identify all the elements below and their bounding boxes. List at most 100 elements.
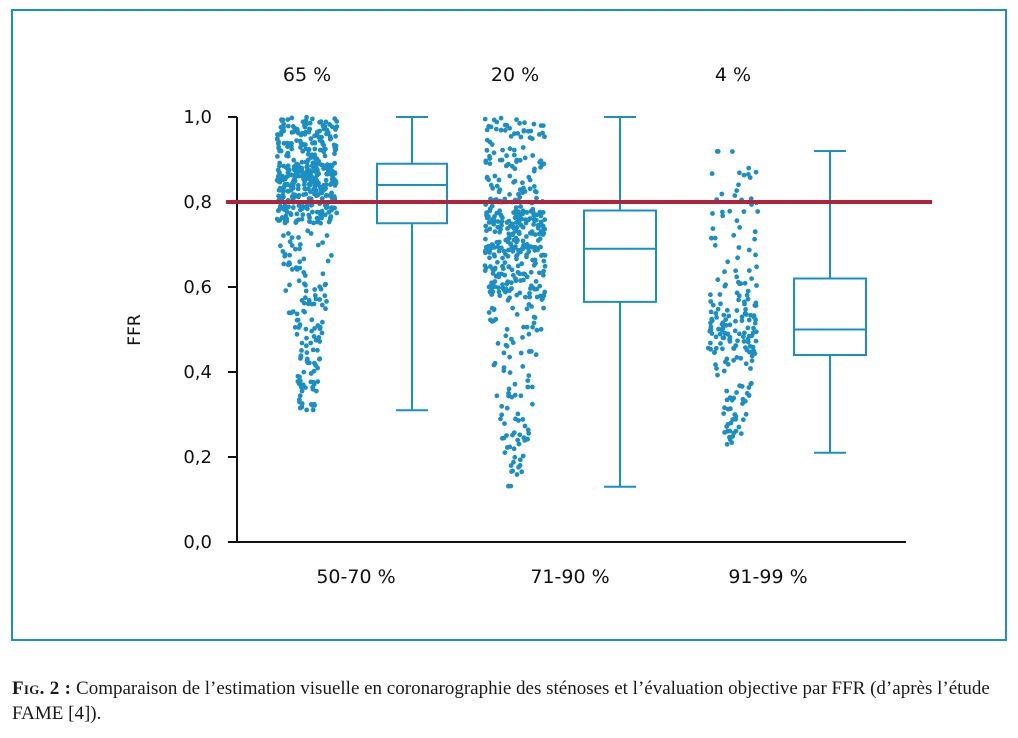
data-point bbox=[315, 242, 321, 248]
data-point bbox=[506, 483, 511, 489]
data-point bbox=[320, 271, 326, 277]
data-point bbox=[491, 150, 497, 156]
data-point bbox=[721, 335, 727, 341]
data-point bbox=[293, 220, 299, 226]
data-point bbox=[504, 153, 509, 159]
data-point bbox=[509, 469, 514, 474]
data-point bbox=[484, 137, 490, 143]
data-point bbox=[315, 379, 321, 384]
data-point bbox=[308, 182, 313, 188]
data-point bbox=[749, 276, 754, 281]
data-point bbox=[502, 450, 508, 455]
data-point bbox=[516, 464, 521, 470]
data-point bbox=[320, 141, 326, 147]
data-point bbox=[329, 124, 335, 130]
data-point bbox=[290, 185, 296, 191]
data-point bbox=[542, 134, 547, 140]
data-point bbox=[533, 279, 539, 284]
data-point bbox=[304, 168, 310, 174]
data-point bbox=[486, 310, 492, 315]
data-point bbox=[284, 166, 290, 171]
data-point bbox=[289, 172, 295, 178]
data-point bbox=[302, 273, 308, 278]
data-point bbox=[522, 271, 528, 277]
data-point bbox=[277, 170, 282, 176]
data-point bbox=[304, 159, 310, 165]
data-point bbox=[739, 314, 745, 320]
data-point bbox=[494, 273, 500, 279]
data-point bbox=[483, 236, 488, 242]
data-point bbox=[515, 210, 521, 216]
data-point bbox=[511, 152, 517, 158]
data-point bbox=[513, 205, 519, 211]
data-point bbox=[507, 354, 512, 360]
data-point bbox=[322, 153, 328, 159]
data-point bbox=[328, 214, 334, 220]
data-point bbox=[306, 129, 312, 135]
data-point bbox=[297, 393, 303, 399]
data-point bbox=[285, 123, 291, 129]
data-point bbox=[532, 315, 538, 320]
data-point bbox=[300, 204, 306, 209]
data-point bbox=[523, 294, 528, 300]
data-point bbox=[296, 381, 302, 386]
data-point bbox=[715, 372, 720, 378]
data-point bbox=[297, 246, 302, 252]
data-point bbox=[328, 168, 333, 174]
data-point bbox=[281, 261, 287, 267]
data-point bbox=[742, 280, 748, 286]
data-point bbox=[500, 263, 505, 269]
data-point bbox=[527, 294, 533, 300]
data-point bbox=[320, 240, 325, 246]
data-point bbox=[749, 358, 755, 364]
data-point bbox=[281, 233, 286, 239]
data-point bbox=[493, 126, 499, 132]
data-point bbox=[507, 192, 512, 197]
data-point bbox=[537, 270, 542, 276]
data-point bbox=[522, 120, 527, 126]
data-point bbox=[506, 247, 511, 253]
data-point bbox=[725, 428, 730, 434]
data-point bbox=[752, 229, 758, 235]
data-point bbox=[534, 286, 540, 292]
data-point bbox=[308, 371, 314, 376]
data-point bbox=[304, 407, 309, 413]
data-point bbox=[723, 322, 729, 328]
data-point bbox=[524, 324, 530, 330]
data-point bbox=[310, 407, 316, 413]
strip-points bbox=[274, 114, 761, 489]
data-point bbox=[303, 191, 309, 197]
data-point bbox=[301, 308, 306, 314]
data-point bbox=[303, 118, 309, 123]
data-point bbox=[287, 252, 292, 258]
data-point bbox=[520, 453, 526, 459]
data-point bbox=[540, 223, 546, 229]
data-point bbox=[521, 324, 526, 330]
data-point bbox=[722, 269, 727, 275]
data-point bbox=[520, 190, 526, 196]
data-point bbox=[733, 343, 738, 349]
data-point bbox=[709, 318, 715, 323]
data-point bbox=[710, 211, 715, 216]
data-point bbox=[520, 238, 526, 244]
data-point bbox=[492, 173, 498, 179]
data-point bbox=[301, 369, 307, 375]
data-point bbox=[490, 283, 496, 288]
data-point bbox=[502, 421, 507, 426]
data-point bbox=[310, 379, 316, 385]
data-point bbox=[289, 130, 295, 135]
data-point bbox=[297, 374, 302, 380]
data-point bbox=[309, 317, 315, 323]
data-point bbox=[515, 131, 521, 136]
y-tick-label: 0,2 bbox=[183, 447, 212, 468]
data-point bbox=[275, 154, 280, 159]
data-point bbox=[542, 217, 548, 223]
data-point bbox=[719, 191, 725, 197]
data-point bbox=[276, 207, 282, 213]
data-point bbox=[277, 175, 283, 180]
data-point bbox=[293, 246, 298, 252]
data-point bbox=[527, 216, 533, 221]
data-point bbox=[708, 292, 713, 298]
data-point bbox=[334, 119, 340, 124]
data-point bbox=[749, 353, 755, 359]
